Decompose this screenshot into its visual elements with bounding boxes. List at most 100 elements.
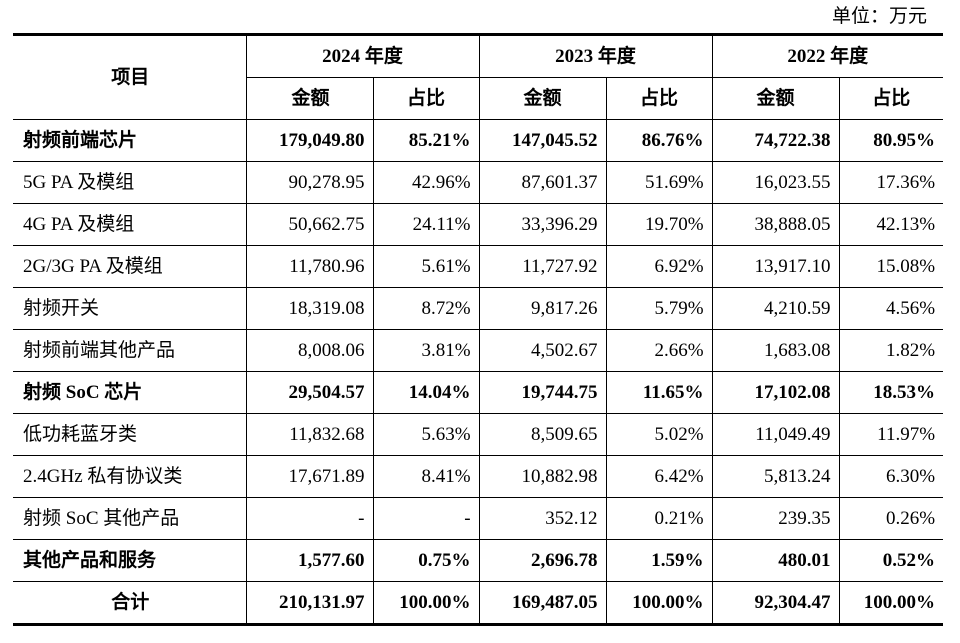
cell-share-2024: 3.81% xyxy=(372,329,480,372)
year-header-2023: 2023 年度 xyxy=(478,34,713,78)
revenue-breakdown-table: 项目 2024 年度 2023 年度 2022 年度 金额 占比 金额 占比 金… xyxy=(13,33,944,626)
table-row: 低功耗蓝牙类 11,832.68 5.63% 8,509.65 5.02% 11,049.… xyxy=(13,413,944,456)
cell-share-2022: 18.53% xyxy=(838,371,944,414)
cell-share-2022: 0.52% xyxy=(838,539,944,582)
cell-amount-2024: 11,832.68 xyxy=(245,413,374,456)
cell-share-2023: 6.92% xyxy=(605,245,713,288)
cell-amount-2024: 8,008.06 xyxy=(245,329,374,372)
share-header: 占比 xyxy=(372,77,480,120)
cell-share-2022: 4.56% xyxy=(838,287,944,330)
cell-amount-2022: 38,888.05 xyxy=(711,203,840,246)
header-row-years: 项目 2024 年度 2023 年度 2022 年度 xyxy=(13,34,944,120)
cell-amount-2023: 10,882.98 xyxy=(478,455,607,498)
cell-amount-2023: 147,045.52 xyxy=(478,119,607,162)
share-header: 占比 xyxy=(838,77,944,120)
cell-amount-2024: 210,131.97 xyxy=(245,581,374,625)
row-label: 2G/3G PA 及模组 xyxy=(13,245,247,288)
table-row: 射频 SoC 其他产品 - -352.12 0.21% 239.35 0.26% xyxy=(13,497,944,540)
cell-share-2023: 6.42% xyxy=(605,455,713,498)
cell-amount-2023: 352.12 xyxy=(478,497,607,540)
cell-amount-2023: 87,601.37 xyxy=(478,161,607,204)
cell-share-2024: 5.61% xyxy=(372,245,480,288)
cell-share-2023: 5.02% xyxy=(605,413,713,456)
row-label: 2.4GHz 私有协议类 xyxy=(13,455,247,498)
table-row: 射频开关 18,319.08 8.72% 9,817.26 5.79% 4,210.59 4… xyxy=(13,287,944,330)
cell-share-2022: 11.97% xyxy=(838,413,944,456)
cell-amount-2023: 11,727.92 xyxy=(478,245,607,288)
cell-share-2022: 100.00% xyxy=(838,581,944,625)
cell-share-2024: 8.41% xyxy=(372,455,480,498)
cell-amount-2022: 16,023.55 xyxy=(711,161,840,204)
cell-amount-2022: 239.35 xyxy=(711,497,840,540)
cell-amount-2022: 1,683.08 xyxy=(711,329,840,372)
cell-amount-2024: 11,780.96 xyxy=(245,245,374,288)
cell-share-2022: 6.30% xyxy=(838,455,944,498)
amount-header: 金额 xyxy=(246,77,374,120)
cell-amount-2023: 4,502.67 xyxy=(478,329,607,372)
amount-header: 金额 xyxy=(478,77,607,120)
cell-amount-2023: 33,396.29 xyxy=(478,203,607,246)
table-row: 2G/3G PA 及模组 11,780.96 5.61% 11,727.92 6.92%… xyxy=(13,245,944,288)
cell-amount-2023: 169,487.05 xyxy=(478,581,607,625)
unit-label: 单位：万元 xyxy=(831,6,927,27)
row-label: 射频前端芯片 xyxy=(13,119,247,162)
cell-amount-2024: 50,662.75 xyxy=(245,203,374,246)
cell-amount-2024: 90,278.95 xyxy=(245,161,374,204)
cell-share-2024: 14.04% xyxy=(372,371,480,414)
cell-share-2024: 24.11% xyxy=(372,203,480,246)
cell-share-2023: 2.66% xyxy=(605,329,713,372)
cell-amount-2024: 18,319.08 xyxy=(245,287,374,330)
row-label: 射频 SoC 芯片 xyxy=(13,371,247,414)
cell-amount-2022: 74,722.38 xyxy=(711,119,840,162)
total-row: 合计 210,131.97 100.00% 169,487.05 100.00% 92,3… xyxy=(13,581,944,625)
table-row: 其他产品和服务 1,577.60 0.75% 2,696.78 1.59% 480.01 0… xyxy=(13,539,944,582)
row-label: 射频开关 xyxy=(13,287,247,330)
cell-share-2022: 1.82% xyxy=(838,329,944,372)
cell-share-2024: 42.96% xyxy=(372,161,480,204)
table-row: 2.4GHz 私有协议类 17,671.89 8.41% 10,882.98 6.42%… xyxy=(13,455,944,498)
year-header-2024: 2024 年度 xyxy=(245,34,480,78)
cell-share-2022: 17.36% xyxy=(838,161,944,204)
cell-amount-2024: - xyxy=(245,497,374,540)
cell-amount-2023: 19,744.75 xyxy=(478,371,607,414)
cell-amount-2022: 13,917.10 xyxy=(711,245,840,288)
row-label: 其他产品和服务 xyxy=(13,539,247,582)
row-label: 射频前端其他产品 xyxy=(13,329,247,372)
cell-share-2022: 80.95% xyxy=(838,119,944,162)
cell-share-2024: 100.00% xyxy=(372,581,480,625)
cell-share-2024: 5.63% xyxy=(372,413,480,456)
cell-share-2023: 86.76% xyxy=(605,119,713,162)
cell-share-2023: 19.70% xyxy=(605,203,713,246)
cell-share-2024: 0.75% xyxy=(372,539,480,582)
table-row: 射频 SoC 芯片 29,504.57 14.04% 19,744.75 11.65% 1… xyxy=(13,371,944,414)
table-row: 射频前端芯片 179,049.80 85.21% 147,045.52 86.76% 74… xyxy=(13,119,944,162)
cell-amount-2023: 8,509.65 xyxy=(478,413,607,456)
cell-amount-2022: 5,813.24 xyxy=(711,455,840,498)
cell-amount-2023: 2,696.78 xyxy=(478,539,607,582)
table-row: 5G PA 及模组 90,278.95 42.96% 87,601.37 51.69% 1… xyxy=(13,161,944,204)
cell-share-2023: 5.79% xyxy=(605,287,713,330)
cell-amount-2024: 17,671.89 xyxy=(245,455,374,498)
cell-amount-2022: 92,304.47 xyxy=(711,581,840,625)
cell-amount-2022: 480.01 xyxy=(711,539,840,582)
row-label: 5G PA 及模组 xyxy=(13,161,247,204)
cell-amount-2023: 9,817.26 xyxy=(478,287,607,330)
cell-amount-2024: 179,049.80 xyxy=(245,119,374,162)
item-column-header: 项目 xyxy=(13,34,247,120)
cell-amount-2022: 17,102.08 xyxy=(711,371,840,414)
cell-share-2022: 15.08% xyxy=(838,245,944,288)
table-row: 4G PA 及模组 50,662.75 24.11% 33,396.29 19.70% 3… xyxy=(13,203,944,246)
share-header: 占比 xyxy=(605,77,713,120)
cell-share-2023: 11.65% xyxy=(605,371,713,414)
year-header-2022: 2022 年度 xyxy=(711,34,944,78)
cell-share-2024: 85.21% xyxy=(372,119,480,162)
row-label: 射频 SoC 其他产品 xyxy=(13,497,247,540)
cell-share-2023: 100.00% xyxy=(605,581,713,625)
cell-share-2022: 0.26% xyxy=(838,497,944,540)
cell-amount-2024: 29,504.57 xyxy=(245,371,374,414)
cell-share-2023: 51.69% xyxy=(605,161,713,204)
cell-amount-2024: 1,577.60 xyxy=(245,539,374,582)
cell-share-2023: 1.59% xyxy=(605,539,713,582)
cell-share-2024: 8.72% xyxy=(372,287,480,330)
row-label: 4G PA 及模组 xyxy=(13,203,247,246)
